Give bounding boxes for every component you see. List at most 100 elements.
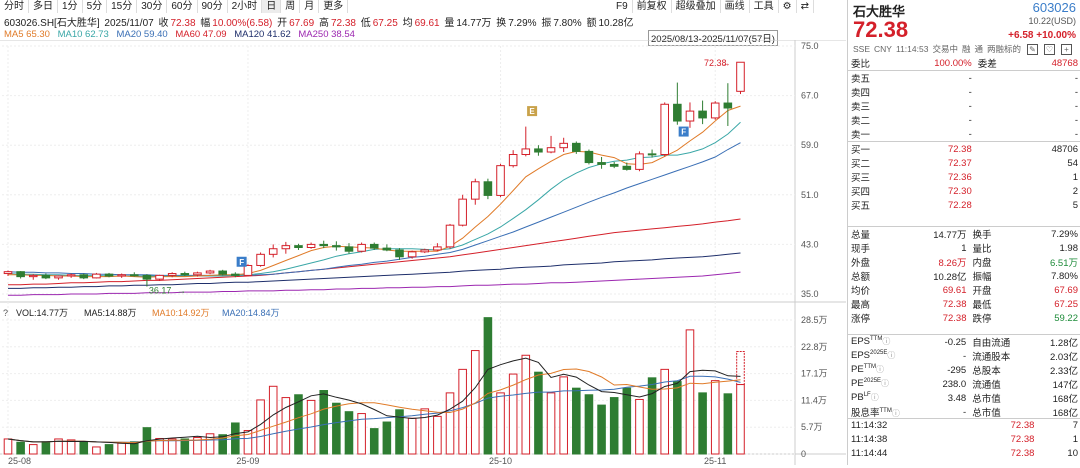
candle-body bbox=[584, 150, 594, 164]
period-tab[interactable]: 90分 bbox=[198, 0, 228, 13]
volume-bar bbox=[3, 438, 13, 455]
candle-body bbox=[559, 142, 568, 149]
order-book: 委比 100.00% 委差 48768 卖五 - - 卖四 - - 卖三 - - 卖二 - - 卖一 - - 买一 72… bbox=[848, 56, 1080, 212]
ask-row: 卖五 - - bbox=[848, 70, 1080, 85]
vol-tick-label: 28.5万 bbox=[801, 315, 828, 325]
heart-icon[interactable]: ♡ bbox=[1044, 44, 1055, 56]
stat-value: 69.61 bbox=[942, 284, 967, 296]
fund-value2: 168亿 bbox=[1052, 394, 1078, 405]
period-tab[interactable]: 1分 bbox=[58, 0, 83, 13]
close-value: 72.38 bbox=[170, 18, 196, 29]
bid-label: 买四 bbox=[851, 187, 871, 198]
stat-label: 均价 bbox=[851, 286, 871, 297]
period-tab[interactable]: 60分 bbox=[167, 0, 198, 13]
open-value: 67.69 bbox=[289, 18, 315, 29]
info-icon[interactable]: ⓘ bbox=[882, 337, 891, 347]
volume-bar bbox=[736, 384, 745, 455]
candle-body bbox=[521, 148, 531, 155]
min-price-annotation: 36.17 bbox=[149, 286, 172, 296]
period-tab[interactable]: 更多 bbox=[319, 0, 349, 13]
stock-name: 石大胜华 bbox=[853, 4, 906, 19]
candle-body bbox=[433, 246, 442, 251]
volume-bar bbox=[609, 397, 619, 455]
period-tab[interactable]: 日 bbox=[262, 0, 282, 13]
fund-value: -0.25 bbox=[944, 336, 967, 348]
spacer bbox=[975, 156, 1021, 170]
fund-label-sup: 2025E bbox=[870, 350, 888, 357]
fund-label-text: EPS bbox=[851, 350, 871, 362]
pencil-icon[interactable]: ✎ bbox=[1027, 44, 1038, 56]
stat-label: 量比 bbox=[972, 244, 992, 255]
fund-value2: 2.03亿 bbox=[1050, 352, 1078, 363]
period-tab[interactable]: 月 bbox=[300, 0, 320, 13]
info-icon[interactable]: ⓘ bbox=[891, 409, 900, 418]
candle-body bbox=[673, 103, 682, 122]
toolbar-button[interactable]: 画线 bbox=[721, 0, 750, 13]
toolbar-button[interactable]: 工具 bbox=[750, 0, 779, 13]
candle-body bbox=[3, 271, 13, 275]
period-tab[interactable]: 多日 bbox=[29, 0, 58, 13]
status-tag: SSE bbox=[853, 44, 871, 54]
toolbar-button[interactable]: 超级叠加 bbox=[672, 0, 721, 13]
period-tab[interactable]: 5分 bbox=[83, 0, 108, 13]
volume-bar bbox=[268, 385, 278, 455]
candle-body bbox=[445, 224, 455, 248]
stat-value: 72.38 bbox=[942, 298, 967, 310]
toolbar-button[interactable]: F9 bbox=[612, 0, 633, 13]
info-icon[interactable]: ⓘ bbox=[876, 365, 885, 375]
period-tab[interactable]: 周 bbox=[281, 0, 301, 13]
ma10-legend: MA10 62.73 bbox=[57, 29, 109, 40]
period-toolbar: 分时 多日 1分 5分 15分 30分 60分 90分 2小时日周月更多 bbox=[0, 0, 846, 13]
info-icon[interactable]: ⓘ bbox=[870, 393, 879, 403]
price-tick-label: 59.0 bbox=[801, 140, 819, 150]
period-tab[interactable]: 30分 bbox=[137, 0, 168, 13]
candle-body bbox=[54, 275, 63, 279]
spacer bbox=[975, 99, 1021, 113]
bid-volume: 48706 bbox=[1051, 143, 1078, 155]
bid-volume: 5 bbox=[1072, 199, 1078, 211]
status-tag: 融 bbox=[961, 44, 971, 54]
volume-bar bbox=[420, 408, 430, 455]
stat-row: 外盘 8.26万 内盘 6.51万 bbox=[848, 255, 1080, 269]
tick-price: 72.38 bbox=[1010, 434, 1035, 445]
period-tab[interactable]: 分时 bbox=[0, 0, 29, 13]
fund-value: -295 bbox=[947, 364, 967, 376]
volume-bar bbox=[521, 354, 531, 455]
candle-body bbox=[332, 245, 341, 248]
kline-chart[interactable]: 75.0 67.0 59.0 51.0 43.0 35.0 28.5万 22.8万 17.1万 1… bbox=[0, 39, 846, 466]
bid-row: 买五 72.28 5 bbox=[848, 198, 1080, 213]
fund-label2: 流通值 bbox=[972, 380, 1001, 391]
f_marker-marker bbox=[236, 256, 247, 267]
kline-svg[interactable]: 75.0 67.0 59.0 51.0 43.0 35.0 28.5万 22.8万 17.1万 1… bbox=[0, 39, 846, 466]
plus-icon[interactable]: + bbox=[1061, 44, 1072, 56]
f_marker-marker-label: F bbox=[239, 258, 244, 267]
info-icon[interactable]: ⓘ bbox=[887, 351, 896, 361]
period-tab[interactable]: 15分 bbox=[107, 0, 138, 13]
candle-body bbox=[458, 198, 467, 226]
volume-bar bbox=[597, 404, 606, 455]
volume-bar bbox=[281, 397, 291, 455]
fund-row: PETTMⓘ -295 总股本 2.33亿 bbox=[848, 363, 1080, 377]
fund-label: PBLFⓘ bbox=[848, 391, 927, 405]
volume-bar bbox=[433, 415, 442, 455]
bid-row: 买一 72.38 48706 bbox=[848, 141, 1080, 156]
toolbar-button[interactable]: 前复权 bbox=[633, 0, 672, 13]
volume-bar bbox=[685, 329, 695, 455]
fund-value: - bbox=[963, 406, 967, 418]
candle-body bbox=[698, 110, 707, 119]
volume-bar bbox=[205, 433, 215, 455]
candle-body bbox=[193, 272, 202, 276]
stat-row: 总量 14.77万 换手 7.29% bbox=[848, 226, 1080, 241]
info-icon[interactable]: ⓘ bbox=[881, 379, 890, 389]
gear-icon[interactable]: ⚙ bbox=[779, 0, 797, 13]
stat-value: 10.28亿 bbox=[933, 272, 967, 283]
volume-bar bbox=[54, 438, 63, 455]
stat-label: 跌停 bbox=[972, 314, 992, 325]
collapse-icon[interactable]: ⇄ bbox=[797, 0, 815, 13]
bid-label: 买三 bbox=[851, 173, 871, 184]
bid-label: 买一 bbox=[851, 145, 871, 156]
price-tick-label: 67.0 bbox=[801, 91, 819, 101]
period-tab[interactable]: 2小时 bbox=[228, 0, 263, 13]
bid-price: 72.30 bbox=[947, 185, 972, 197]
volume-forecast-bar bbox=[736, 351, 745, 386]
